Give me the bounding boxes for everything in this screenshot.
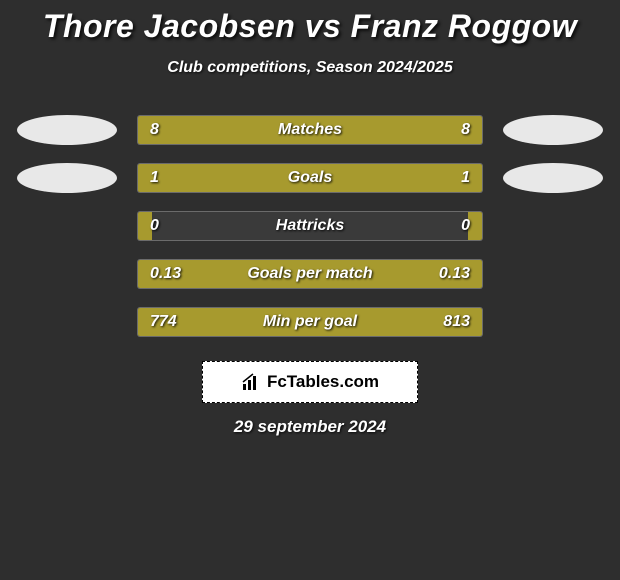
stat-value-left: 1 — [150, 169, 159, 187]
logo-text: FcTables.com — [267, 372, 379, 392]
stat-row: 0 0 Hattricks — [0, 211, 620, 241]
date-label: 29 september 2024 — [0, 417, 620, 437]
stat-row: 8 8 Matches — [0, 115, 620, 145]
oval-spacer — [17, 211, 117, 241]
oval-spacer — [17, 259, 117, 289]
stat-bar: 1 1 Goals — [137, 163, 483, 193]
stat-value-left: 0 — [150, 217, 159, 235]
stat-label: Goals per match — [247, 265, 372, 283]
stat-value-right: 813 — [443, 313, 470, 331]
stat-value-right: 0.13 — [439, 265, 470, 283]
stat-label: Min per goal — [263, 313, 357, 331]
stats-area: 8 8 Matches 1 1 Goals 0 0 Hattricks 0.13 0.13 Goals… — [0, 115, 620, 337]
stat-bar: 0.13 0.13 Goals per match — [137, 259, 483, 289]
oval-spacer — [503, 259, 603, 289]
stat-fill-right — [468, 212, 482, 240]
oval-spacer — [503, 211, 603, 241]
stat-row: 774 813 Min per goal — [0, 307, 620, 337]
stat-bar: 0 0 Hattricks — [137, 211, 483, 241]
stat-bar: 774 813 Min per goal — [137, 307, 483, 337]
fctables-logo[interactable]: FcTables.com — [202, 361, 418, 403]
stat-row: 1 1 Goals — [0, 163, 620, 193]
stat-value-right: 0 — [461, 217, 470, 235]
stat-fill-right — [310, 164, 482, 192]
player-oval-left — [17, 163, 117, 193]
stat-row: 0.13 0.13 Goals per match — [0, 259, 620, 289]
stat-value-right: 1 — [461, 169, 470, 187]
oval-spacer — [503, 307, 603, 337]
stat-label: Goals — [288, 169, 332, 187]
stat-fill-left — [138, 164, 310, 192]
stat-label: Hattricks — [276, 217, 344, 235]
player-oval-right — [503, 163, 603, 193]
oval-spacer — [17, 307, 117, 337]
stat-value-left: 774 — [150, 313, 177, 331]
stat-value-right: 8 — [461, 121, 470, 139]
stat-label: Matches — [278, 121, 342, 139]
stat-value-left: 0.13 — [150, 265, 181, 283]
page-title: Thore Jacobsen vs Franz Roggow — [0, 8, 620, 45]
bar-chart-icon — [241, 372, 261, 392]
subtitle: Club competitions, Season 2024/2025 — [0, 59, 620, 77]
stat-bar: 8 8 Matches — [137, 115, 483, 145]
stat-value-left: 8 — [150, 121, 159, 139]
player-oval-left — [17, 115, 117, 145]
player-oval-right — [503, 115, 603, 145]
